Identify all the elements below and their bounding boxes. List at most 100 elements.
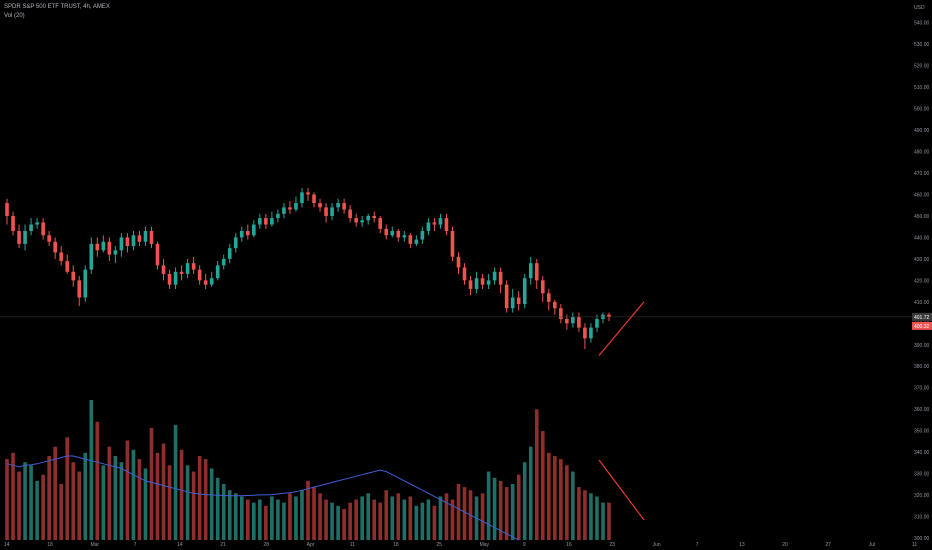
- volume-bar: [336, 505, 340, 540]
- candle-body: [173, 271, 178, 285]
- volume-bar: [390, 496, 395, 540]
- volume-bar: [420, 502, 425, 540]
- volume-bar: [71, 462, 76, 540]
- time-tick-label: 21: [220, 542, 226, 548]
- volume-bar: [125, 440, 130, 540]
- volume-bar: [396, 493, 401, 540]
- candle-body: [215, 265, 220, 279]
- volume-bar: [252, 502, 256, 540]
- candle-body: [101, 241, 106, 251]
- price-tick-label: 420.00: [914, 278, 930, 284]
- volume-bar: [11, 452, 15, 540]
- volume-bar: [414, 505, 419, 540]
- volume-indicator-label: Vol (20): [4, 13, 25, 19]
- volume-bar: [492, 477, 497, 540]
- volume-bar: [318, 493, 322, 540]
- candle-body: [366, 215, 371, 221]
- candle-body: [41, 222, 45, 236]
- time-tick-label: 23: [609, 542, 615, 548]
- time-tick-label: 18: [47, 542, 53, 548]
- volume-bar: [486, 471, 491, 540]
- price-tick-label: 320.00: [914, 493, 930, 499]
- volume-bar: [432, 505, 437, 540]
- volume-bar: [565, 465, 569, 540]
- volume-bar: [559, 459, 563, 540]
- volume-bar: [571, 471, 575, 540]
- volume-bar: [438, 496, 443, 540]
- candle-body: [553, 301, 557, 309]
- price-trendline: [598, 301, 645, 356]
- candle-body: [336, 203, 340, 208]
- volume-bar: [480, 493, 485, 540]
- candle-body: [595, 319, 599, 328]
- candle-body: [191, 263, 196, 270]
- time-tick-label: 13: [739, 542, 745, 548]
- volume-pane: [5, 400, 611, 541]
- candle-body: [119, 237, 124, 251]
- candle-body: [35, 222, 39, 225]
- candle-body: [432, 222, 437, 225]
- volume-bar: [498, 480, 503, 540]
- volume-bar: [29, 465, 33, 540]
- price-tick-label: 370.00: [914, 386, 930, 392]
- candle-body: [143, 230, 148, 242]
- candle-body: [450, 230, 455, 257]
- price-tick-label: 490.00: [914, 128, 930, 134]
- candle-body: [324, 207, 328, 216]
- candle-body: [546, 293, 551, 302]
- candle-body: [372, 215, 377, 219]
- candle-body: [589, 327, 593, 339]
- price-tick-label: 430.00: [914, 257, 930, 263]
- volume-bar: [378, 502, 383, 540]
- volume-bar: [426, 499, 431, 540]
- volume-bar: [23, 462, 27, 540]
- candle-body: [528, 263, 533, 279]
- candle-body: [474, 278, 479, 289]
- volume-bar: [324, 499, 328, 540]
- candle-body: [282, 207, 286, 214]
- volume-bar: [35, 480, 39, 540]
- volume-bar: [245, 499, 250, 540]
- candle-body: [258, 218, 262, 225]
- volume-bar: [540, 431, 545, 540]
- candle-body: [444, 218, 449, 231]
- candle-body: [504, 284, 509, 309]
- volume-bar: [360, 496, 364, 540]
- candle-body: [227, 248, 232, 259]
- candle-body: [264, 218, 268, 225]
- time-tick-label: 14: [4, 542, 10, 548]
- volume-bar: [312, 487, 316, 540]
- volume-bar: [589, 493, 593, 540]
- candle-body: [390, 230, 395, 236]
- candle-body: [565, 319, 569, 324]
- volume-bar: [348, 502, 352, 540]
- volume-bar: [282, 502, 286, 540]
- volume-bar: [227, 490, 232, 540]
- volume-bar: [77, 471, 82, 540]
- volume-bar: [53, 446, 57, 540]
- candle-body: [83, 269, 88, 298]
- price-tick-label: 460.00: [914, 192, 930, 198]
- candle-body: [438, 218, 443, 225]
- volume-bar: [372, 499, 377, 540]
- price-tick-label: 380.00: [914, 364, 930, 370]
- volume-bar: [595, 496, 599, 540]
- candle-body: [17, 230, 21, 244]
- candle-body: [209, 278, 214, 285]
- candle-body: [300, 192, 304, 204]
- candle-body: [426, 222, 431, 231]
- volume-bar: [197, 456, 202, 540]
- candle-body: [330, 207, 334, 216]
- volume-bar: [583, 490, 587, 540]
- volume-bar: [191, 471, 196, 540]
- volume-bar: [161, 443, 166, 540]
- time-tick-label: 7: [134, 542, 137, 548]
- time-tick-label: Mar: [90, 542, 99, 548]
- time-tick-label: 28: [263, 542, 269, 548]
- candle-body: [583, 327, 587, 339]
- time-tick-label: 18: [393, 542, 399, 548]
- price-tick-label: 310.00: [914, 515, 930, 521]
- volume-bar: [516, 474, 521, 540]
